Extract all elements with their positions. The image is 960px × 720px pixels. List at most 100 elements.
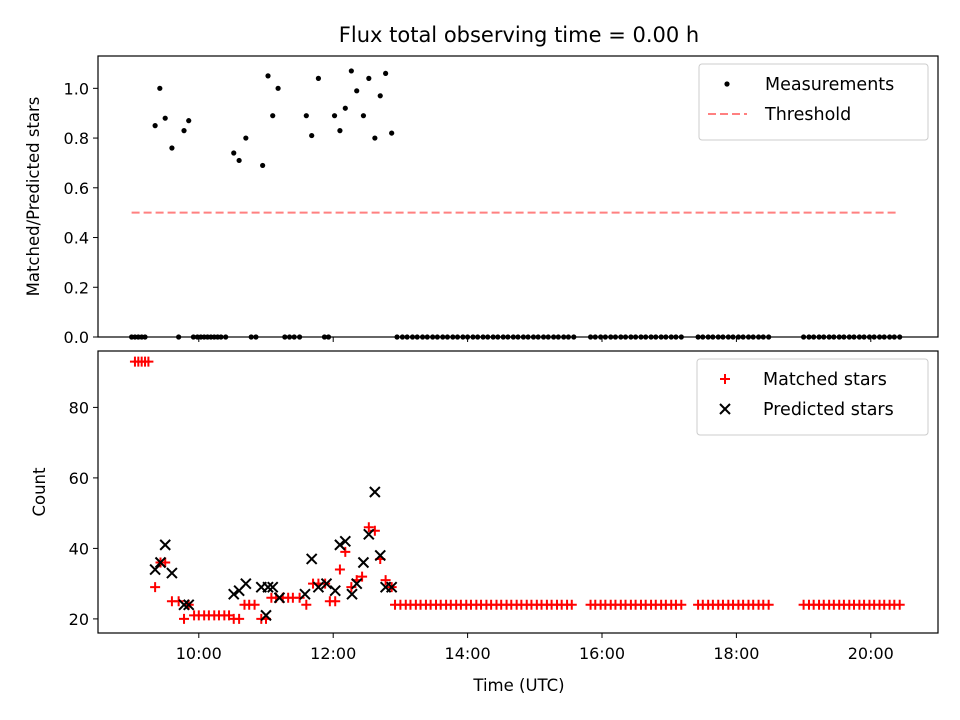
data-point [389,130,395,136]
data-point [342,105,348,111]
data-point [152,123,158,129]
data-point [334,539,346,551]
x-tick-label: 20:00 [848,644,894,663]
y-tick-label: 0.4 [64,229,89,248]
legend-label: Measurements [765,75,894,95]
data-point [243,135,249,141]
data-point [267,581,279,593]
data-point [351,577,363,590]
y-tick-label: 40 [69,539,89,558]
y-tick-label: 20 [69,610,89,629]
data-point [270,113,276,119]
y-tick-label: 0.6 [64,179,89,198]
data-point [385,581,398,593]
data-point [294,592,305,603]
data-point [339,535,352,548]
data-point [162,115,168,121]
data-point [357,571,368,582]
x-tick-label: 16:00 [579,644,625,663]
legend-swatch [724,81,730,87]
data-point [301,599,312,610]
y-axis-label: Matched/Predicted stars [24,97,43,297]
data-point [178,599,190,611]
y-tick-label: 0.2 [64,278,89,297]
data-point [150,582,161,593]
legend-label: Threshold [764,105,851,125]
data-point [363,522,374,533]
data-point [260,162,266,169]
data-point [169,145,175,151]
legend: Measurements Threshold [698,63,929,141]
data-point [166,567,178,579]
data-point [763,599,774,610]
data-point [374,549,386,562]
data-point [173,596,184,607]
data-point [273,592,286,604]
data-point [159,539,171,551]
data-point [330,596,341,607]
legend-swatch [719,403,731,415]
data-point [299,588,311,600]
data-point [366,75,372,81]
x-axis-label: Time (UTC) [472,676,564,695]
chart-title: Flux total observing time = 0.00 h [339,23,699,47]
series-matched-stars [129,356,905,624]
data-point [320,577,333,590]
data-point [179,613,190,624]
series-predicted-stars [149,486,398,622]
data-point [380,575,391,586]
y-tick-label: 60 [69,469,89,488]
y-tick-label: 0.8 [64,129,89,148]
data-point [183,599,195,611]
data-point [337,128,343,134]
legend-swatch [720,374,730,384]
data-point [383,70,389,77]
data-point [360,113,367,119]
data-point [363,528,375,541]
data-point [566,599,577,610]
x-tick-label: 10:00 [176,644,222,663]
data-point [894,599,905,610]
data-point [181,128,187,134]
data-point [331,113,338,119]
data-point [348,68,354,74]
data-point [236,157,242,164]
data-point [265,73,271,79]
data-point [357,556,370,569]
data-point [260,609,272,622]
data-point [240,577,252,590]
axes-frame [97,350,939,634]
data-point [329,584,341,597]
data-point [231,150,237,156]
data-point [372,135,378,141]
x-tick-label: 18:00 [713,644,759,663]
data-point [676,599,687,610]
data-point [315,75,322,81]
data-point [234,613,245,624]
data-point [249,599,260,610]
y-tick-label: 0.0 [64,328,89,347]
legend-box [696,358,929,436]
data-point [346,582,357,593]
y-axis-label: Count [30,467,49,517]
legend: Matched stars Predicted stars [696,358,929,436]
x-tick-label: 12:00 [310,644,356,663]
y-tick-label: 1.0 [64,79,89,98]
legend-box [698,63,929,141]
data-point [354,88,360,94]
data-point [143,356,154,367]
data-point [186,118,192,124]
x-tick-label: 14:00 [445,644,491,663]
data-point [157,85,163,91]
data-point [377,93,383,99]
data-point [309,132,315,139]
data-point [154,556,167,569]
data-point [149,563,161,576]
data-point [346,588,358,600]
data-point [303,113,309,119]
data-point [262,581,274,593]
axes-frame [97,55,939,338]
data-point [312,581,325,593]
data-point [275,85,281,91]
